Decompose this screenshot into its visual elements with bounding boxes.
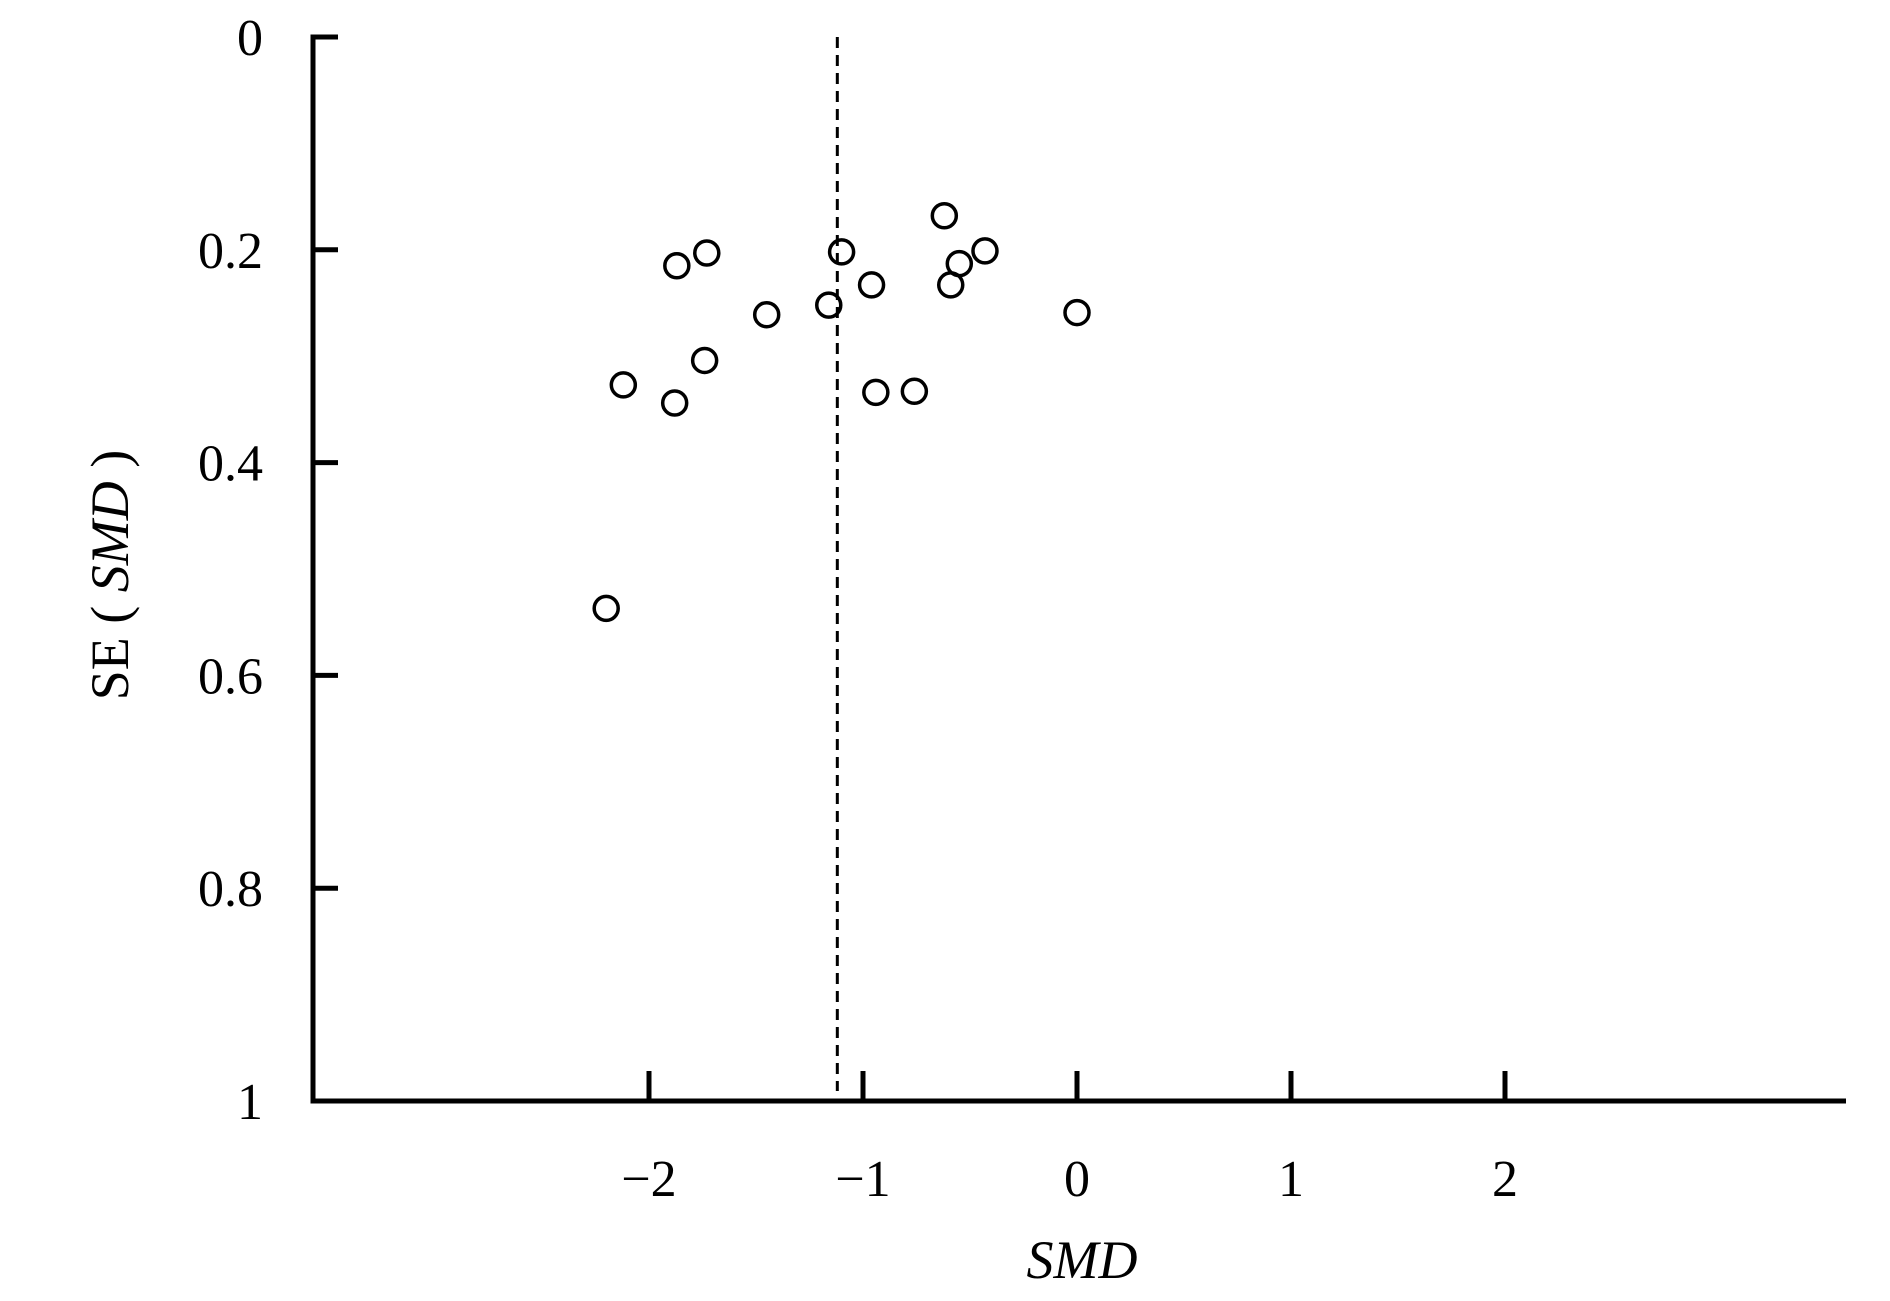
data-point-9	[752, 300, 781, 329]
y-axis-title-prefix: SE	[80, 637, 140, 700]
y-axis-title-open-paren: (	[80, 606, 140, 624]
y-axis-title-italic: SMD	[80, 481, 140, 592]
data-point-15	[660, 389, 689, 417]
y-tick-label: 0.2	[198, 223, 263, 280]
data-point-0	[930, 202, 959, 230]
data-point-2	[827, 238, 856, 266]
data-point-16	[592, 594, 620, 623]
data-point-10	[1063, 298, 1091, 327]
data-point-4	[663, 252, 691, 280]
data-point-11	[690, 346, 719, 375]
y-tick-label: 0.6	[198, 648, 263, 705]
x-tick-label: 2	[1492, 1151, 1518, 1208]
data-point-13	[862, 378, 890, 407]
y-tick-label: 0.4	[198, 436, 263, 493]
x-tick-label: −2	[621, 1151, 676, 1208]
y-tick-label: 0	[237, 10, 263, 67]
data-point-8	[815, 291, 843, 319]
x-tick-label: −1	[835, 1151, 890, 1208]
axes	[310, 34, 1846, 1104]
y-axis-title-close-paren: )	[80, 450, 140, 468]
y-axis-title: SE ( SMD )	[80, 450, 140, 700]
y-tick-labels: 0 0.2 0.4 0.6 0.8 1	[198, 10, 263, 1131]
y-tick-label: 0.8	[198, 861, 263, 918]
data-point-1	[693, 239, 721, 267]
data-point-7	[936, 271, 965, 299]
y-tick-label: 1	[237, 1074, 263, 1131]
data-point-14	[900, 377, 929, 406]
data-point-6	[857, 271, 886, 299]
x-axis-title: SMD	[1027, 1230, 1138, 1290]
x-tick-labels: −2 −1 0 1 2	[621, 1151, 1518, 1208]
x-tick-label: 0	[1064, 1151, 1090, 1208]
x-tick-label: 1	[1278, 1151, 1304, 1208]
data-points	[592, 202, 1091, 623]
data-point-3	[971, 237, 999, 265]
data-point-12	[609, 371, 638, 399]
